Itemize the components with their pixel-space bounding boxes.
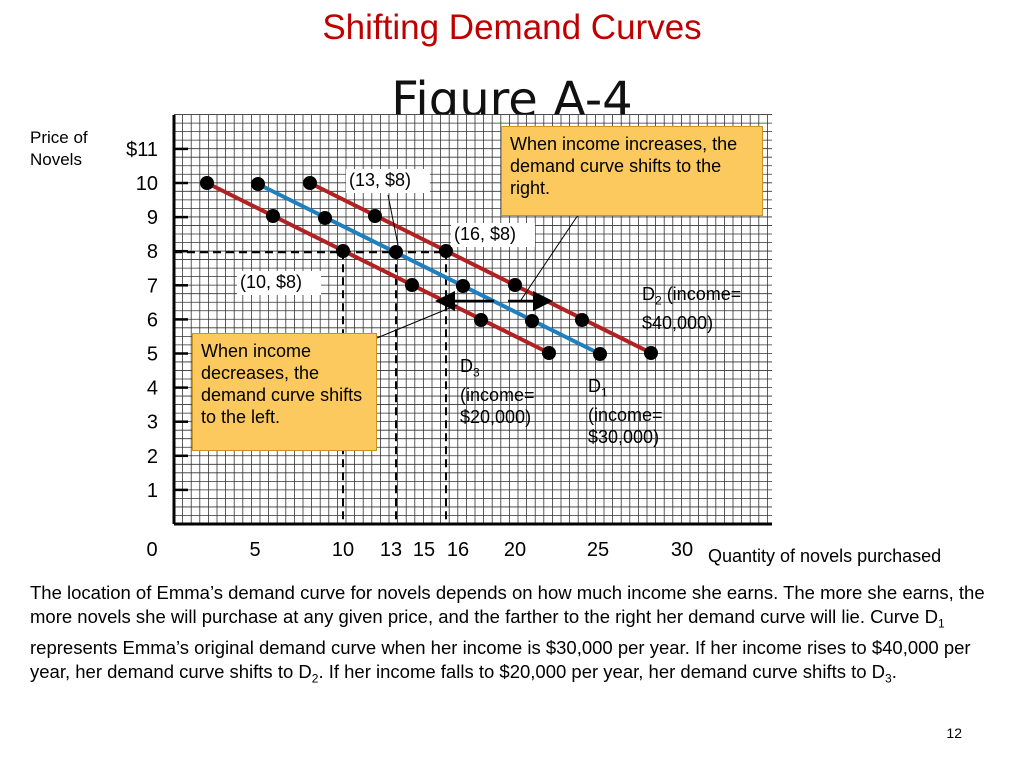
label-d1-sub: 1 (601, 385, 608, 400)
point-annotation: (10, $8) (240, 272, 302, 292)
label-d3-income: $20,000) (460, 406, 532, 427)
y-tick-label: 1 (147, 480, 158, 502)
caption-sub-2: 2 (311, 671, 319, 686)
curve-markers (200, 176, 658, 361)
x-tick-label: 5 (249, 539, 260, 561)
caption-part-3: . If her income falls to $20,000 per yea… (318, 660, 886, 682)
y-tick-labels: $11 10 9 8 7 6 5 4 3 2 1 (126, 139, 158, 502)
curve-point (593, 347, 607, 361)
figure-caption: The location of Emma’s demand curve for … (30, 581, 1005, 690)
y-tick-label: 8 (147, 241, 158, 263)
callout-income-increase: When income increases, the demand curve … (501, 126, 763, 216)
curve-point (575, 313, 589, 327)
y-tick-label: 2 (147, 446, 158, 468)
x-tick-labels: 0 5 10 13 15 16 20 25 30 (146, 539, 693, 561)
curve-d1 (257, 182, 601, 356)
annotation-bg (451, 223, 535, 247)
x-tick-label: 16 (447, 539, 469, 561)
x-tick-label: 20 (504, 539, 526, 561)
page-number: 12 (946, 725, 962, 741)
label-d3-letter: D (460, 356, 473, 376)
label-d2: D2 (income= $40,000) (642, 283, 741, 334)
point-annotation: (16, $8) (454, 224, 516, 244)
label-d1: D1 (income= $30,000) (588, 375, 663, 448)
leader-13-8 (387, 194, 399, 246)
label-d2-sub: 2 (655, 293, 662, 308)
caption-part-4: . (891, 660, 897, 682)
curve-point (303, 176, 317, 190)
x-tick-label: 15 (413, 539, 435, 561)
annotation-bg (237, 271, 321, 295)
x-tick-label: 10 (332, 539, 354, 561)
y-tick-label: 5 (147, 344, 158, 366)
label-d1-income: $30,000) (588, 426, 660, 447)
curve-point (508, 278, 522, 292)
caption-sub-3: 3 (885, 671, 892, 686)
y-tick-label: $11 (126, 139, 158, 161)
curve-point (318, 211, 332, 225)
curve-point (644, 346, 658, 360)
label-d1-income-word: (income= (588, 404, 663, 425)
y-tick-label: 4 (147, 378, 158, 400)
annotation-bg (346, 169, 430, 193)
x-tick-label: 25 (587, 539, 609, 561)
y-axis-label-text: Price of Novels (30, 128, 88, 169)
curve-point (389, 245, 403, 259)
x-axis-label: Quantity of novels purchased (708, 546, 942, 566)
caption-part-2: represents Emma’s original demand curve … (30, 636, 971, 682)
point-annotations: (13, $8) (16, $8) (10, $8) (237, 169, 535, 295)
curve-point (200, 176, 214, 190)
y-tick-label: 6 (147, 309, 158, 331)
curve-point (336, 244, 350, 258)
curve-point (456, 279, 470, 293)
curve-point (405, 278, 419, 292)
slide-title: Shifting Demand Curves (322, 8, 702, 47)
label-d3-income-word: (income= (460, 384, 535, 405)
x-tick-label: 0 (146, 539, 157, 561)
curve-d3 (206, 181, 550, 355)
curve-d2 (309, 181, 652, 355)
y-tick-label: 7 (147, 275, 158, 297)
chart-axes (172, 115, 772, 526)
curve-point (474, 313, 488, 327)
x-tick-label: 13 (380, 539, 402, 561)
point-annotation: (13, $8) (349, 170, 411, 190)
label-d3: D3 (income= $20,000) (460, 355, 535, 428)
label-d3-sub: 3 (473, 365, 480, 380)
leader-increase (520, 214, 579, 301)
curve-point (251, 177, 265, 191)
label-d2-letter: D (642, 284, 655, 304)
curve-point (266, 209, 280, 223)
curve-point (525, 314, 539, 328)
curve-point (439, 244, 453, 258)
y-axis-label: Price of Novels (30, 127, 110, 171)
y-tick-label: 10 (136, 173, 158, 195)
label-d1-letter: D (588, 376, 601, 396)
y-tick-label: 3 (147, 412, 158, 434)
label-d2-rest: (income= (661, 284, 742, 304)
curve-point (542, 346, 556, 360)
caption-sub-1: 1 (937, 616, 945, 631)
label-d2-income: $40,000) (642, 312, 714, 333)
chart-grid (173, 114, 772, 525)
callout-income-decrease: When income decreases, the demand curve … (192, 333, 377, 451)
x-tick-label: 30 (671, 539, 693, 561)
y-tick-label: 9 (147, 207, 158, 229)
demand-curves (206, 181, 652, 356)
curve-point (368, 209, 382, 223)
caption-part-1: The location of Emma’s demand curve for … (30, 582, 985, 627)
